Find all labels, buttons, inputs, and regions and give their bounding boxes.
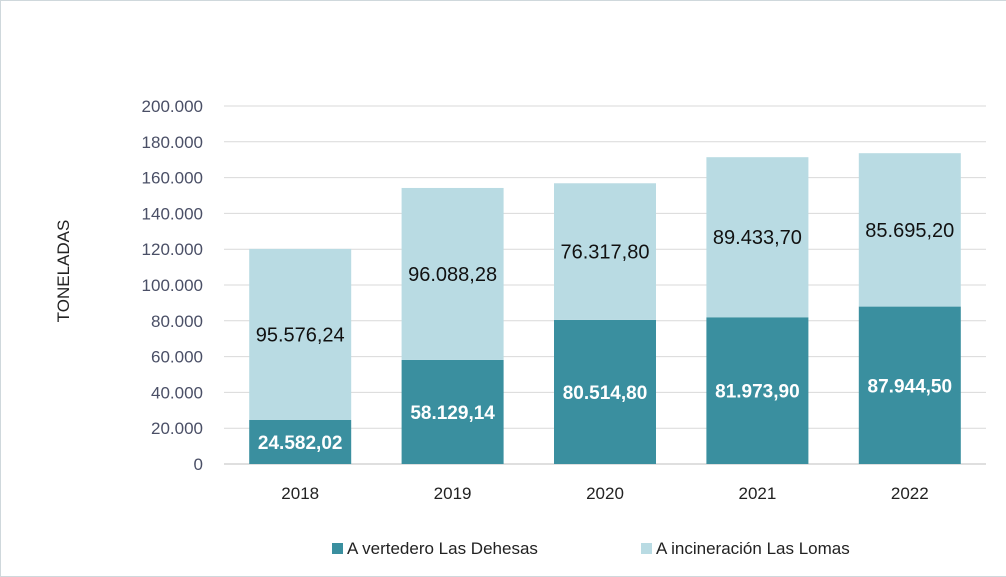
y-tick-label: 0 — [194, 455, 203, 474]
y-tick-label: 100.000 — [142, 276, 203, 295]
bar-vertedero — [706, 317, 809, 464]
y-tick-label: 140.000 — [142, 204, 203, 223]
y-tick-label: 60.000 — [151, 348, 203, 367]
y-tick-label: 120.000 — [142, 240, 203, 259]
legend-label-incineracion: A incineración Las Lomas — [656, 539, 850, 558]
x-tick-label: 2019 — [434, 484, 472, 503]
legend-label-vertedero: A vertedero Las Dehesas — [347, 539, 538, 558]
legend-swatch-incineracion — [641, 543, 652, 554]
data-label-incineracion: 76.317,80 — [561, 242, 650, 264]
data-label-incineracion: 95.576,24 — [256, 324, 345, 346]
y-axis-title: TONELADAS — [54, 220, 73, 323]
data-label-vertedero: 24.582,02 — [258, 433, 343, 454]
legend-swatch-vertedero — [332, 543, 343, 554]
y-tick-label: 160.000 — [142, 169, 203, 188]
x-axis-ticks: 2018 2019 2020 2021 2022 — [281, 484, 928, 503]
bar-incineracion — [706, 157, 809, 318]
data-label-incineracion: 96.088,28 — [408, 264, 497, 286]
x-tick-label: 2021 — [738, 484, 776, 503]
bar-vertedero — [249, 419, 352, 464]
bar-incineracion — [554, 183, 656, 320]
data-label-vertedero: 87.944,50 — [868, 376, 953, 397]
bar-vertedero — [858, 306, 961, 464]
y-tick-label: 80.000 — [151, 312, 203, 331]
bar-vertedero — [554, 319, 656, 464]
bar-vertedero — [401, 359, 504, 464]
data-label-incineracion: 89.433,70 — [713, 227, 802, 249]
y-tick-label: 40.000 — [151, 383, 203, 402]
y-tick-label: 20.000 — [151, 419, 203, 438]
x-tick-label: 2020 — [586, 484, 624, 503]
data-label-vertedero: 58.129,14 — [410, 403, 495, 424]
legend: A vertedero Las Dehesas A incineración La… — [332, 539, 850, 558]
y-tick-label: 180.000 — [142, 133, 203, 152]
x-tick-label: 2022 — [891, 484, 929, 503]
bar-incineracion — [858, 153, 961, 307]
bar-incineracion — [249, 248, 352, 420]
y-axis-ticks: 0 20.000 40.000 60.000 80.000 100.000 120.000 1… — [142, 97, 203, 474]
bar-incineracion — [401, 187, 504, 360]
x-tick-label: 2018 — [281, 484, 319, 503]
y-tick-label: 200.000 — [142, 97, 203, 116]
data-label-vertedero: 80.514,80 — [563, 383, 648, 404]
bars: 24.582,02 95.576,24 58.129,14 96.088,28 80.5… — [249, 153, 961, 464]
data-label-vertedero: 81.973,90 — [715, 382, 800, 403]
data-label-incineracion: 85.695,20 — [865, 220, 954, 242]
